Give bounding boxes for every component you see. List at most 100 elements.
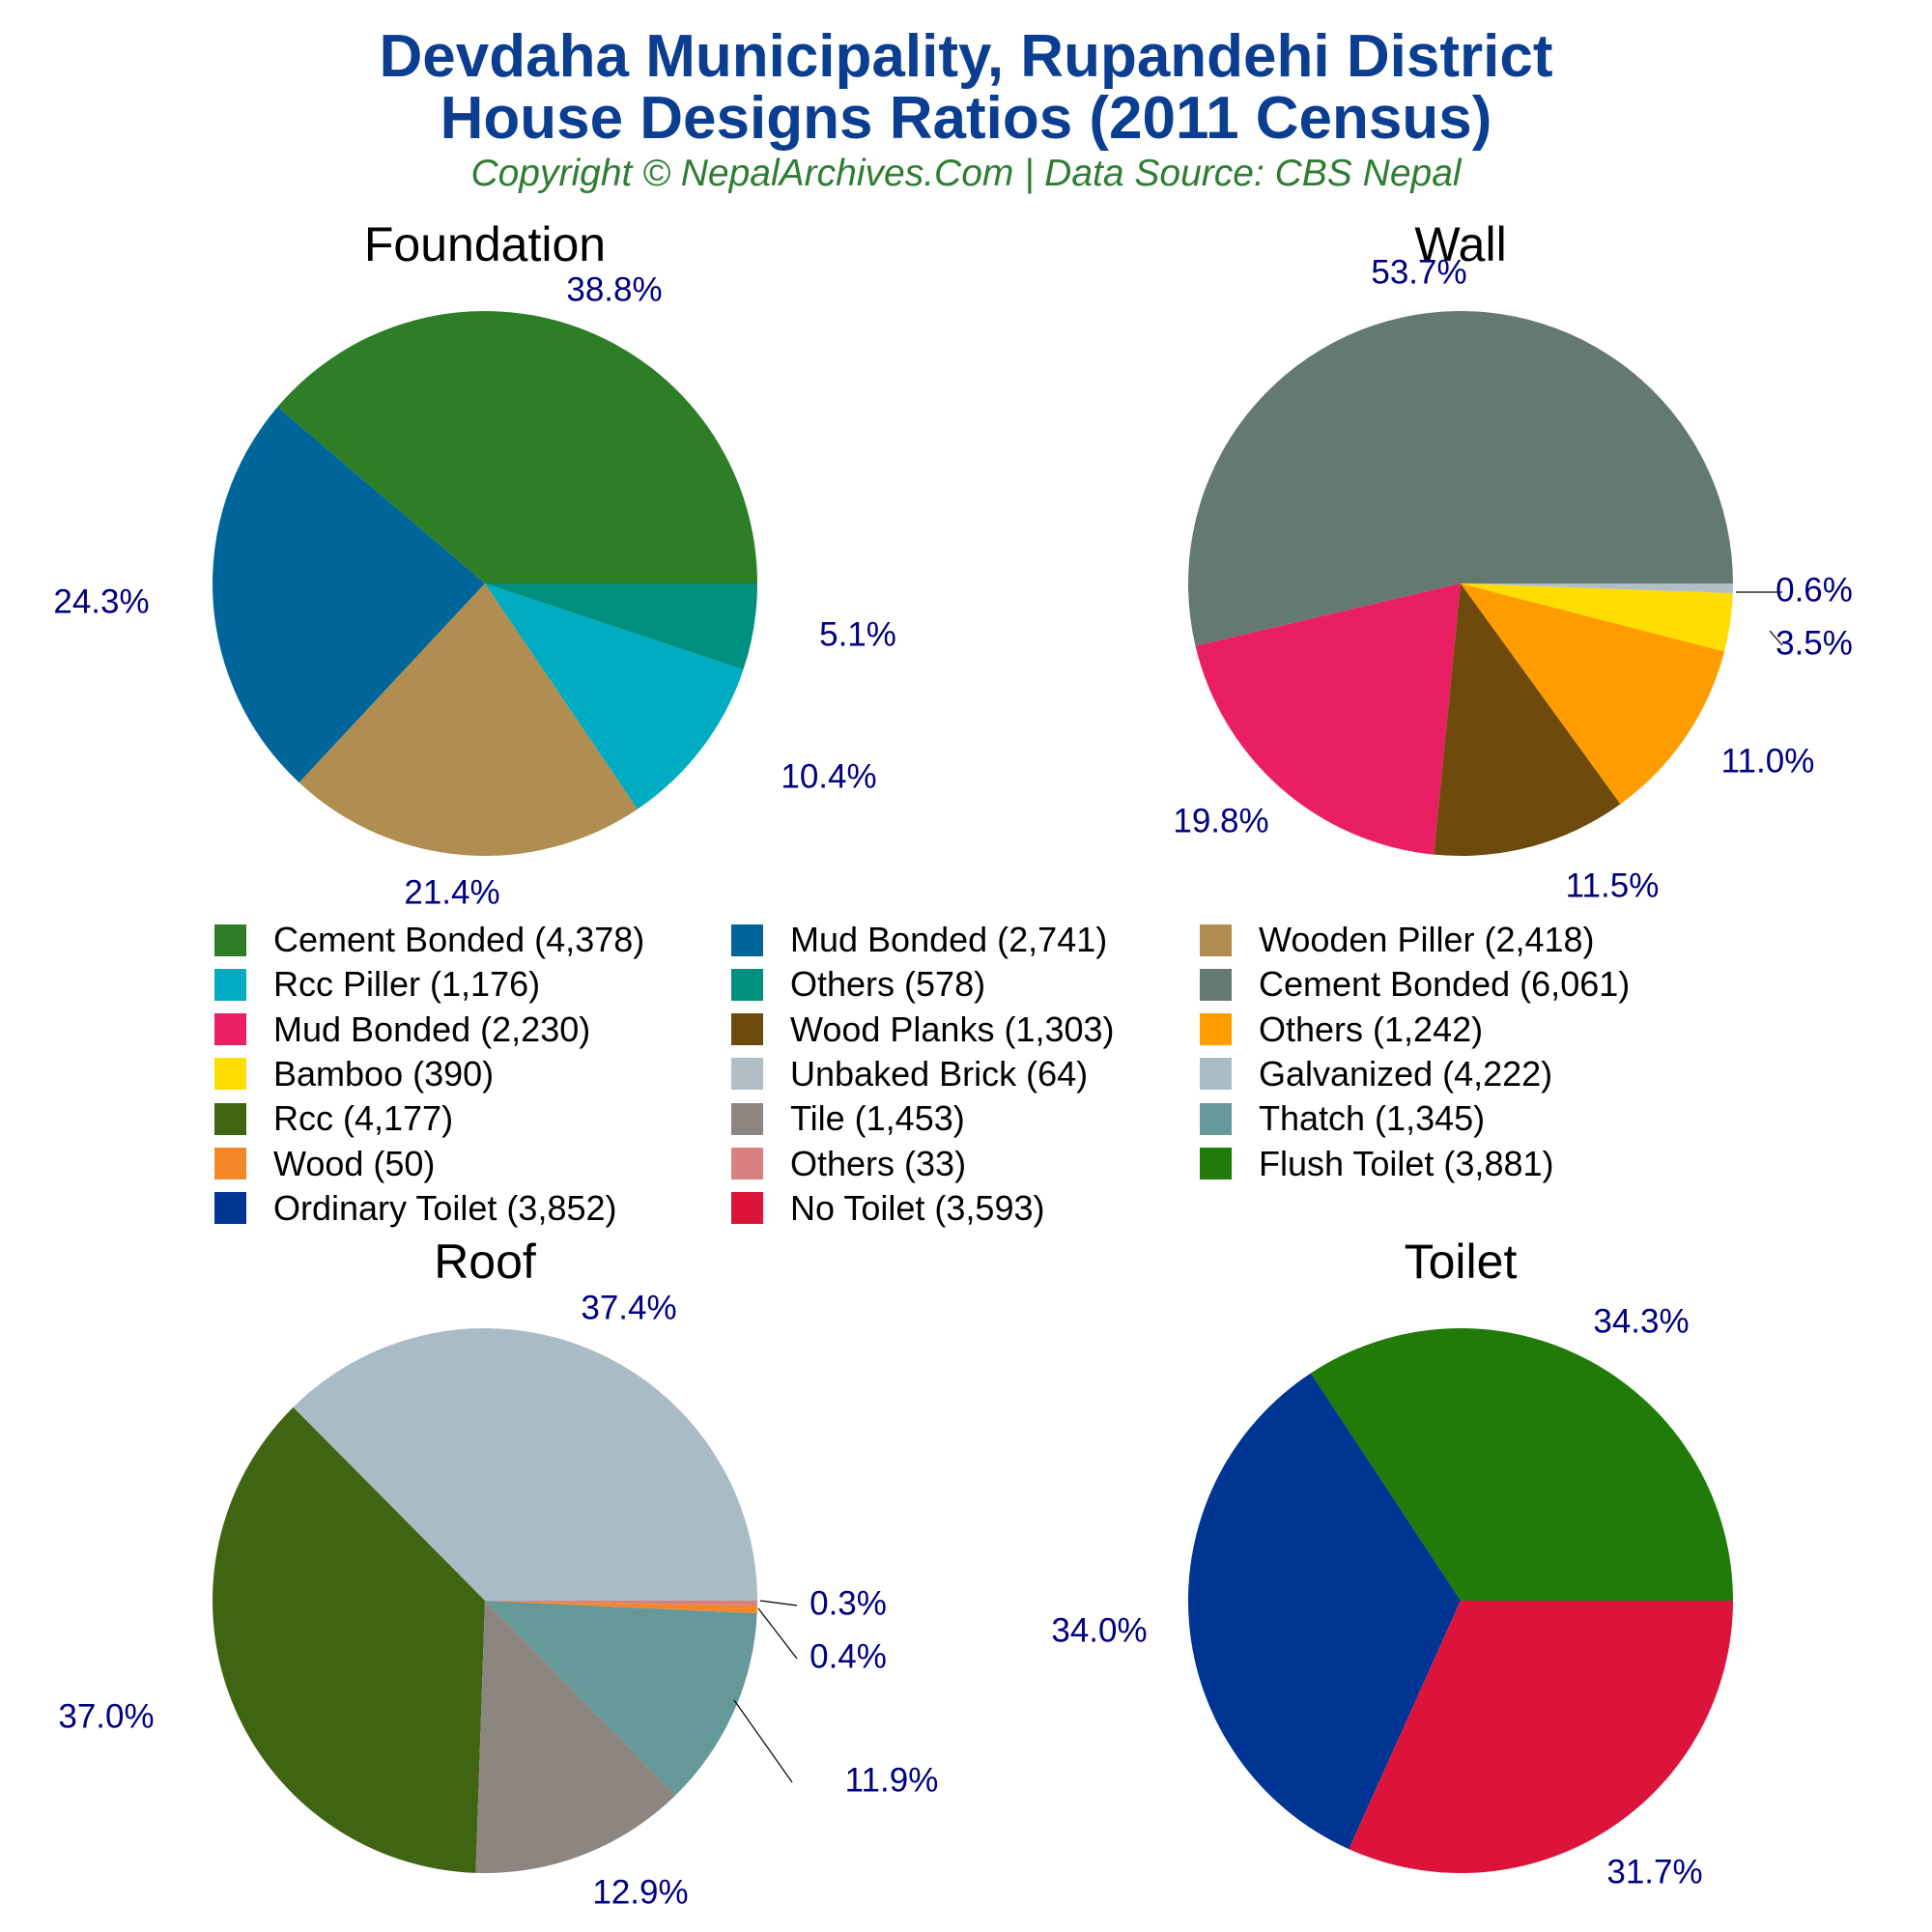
wall-slice-wood-planks (1434, 583, 1621, 856)
foundation-pct-label: 5.1% (819, 615, 896, 653)
legend-item: Wood Planks (1,303) (731, 1008, 1115, 1052)
legend-label: Flush Toilet (3,881) (1259, 1143, 1554, 1183)
legend-label: Rcc (4,177) (273, 1098, 454, 1139)
legend-swatch (214, 1058, 246, 1091)
legend-item: Mud Bonded (2,230) (214, 1008, 590, 1052)
wall-slice-bamboo (1461, 583, 1733, 652)
legend-label: Others (33) (790, 1143, 967, 1183)
wall-pct-label: 0.6% (1776, 571, 1853, 609)
legend-item: Cement Bonded (6,061) (1200, 962, 1630, 1007)
legend-label: Cement Bonded (4,378) (273, 920, 645, 959)
legend-swatch (214, 1148, 246, 1179)
foundation-slice-mud-bonded (213, 407, 485, 783)
legend-label: Others (578) (790, 964, 986, 1005)
legend-swatch (214, 1013, 246, 1046)
roof-slice-thatch (485, 1601, 757, 1796)
legend-item: Galvanized (4,222) (1200, 1052, 1552, 1096)
foundation-pie-title: Foundation (364, 217, 606, 271)
toilet-slice-ordinary-toilet (1187, 1373, 1461, 1850)
legend-swatch (1200, 968, 1232, 1001)
legend-swatch (731, 968, 763, 1001)
toilet-slice-no-toilet (1349, 1601, 1733, 1874)
foundation-slice-rcc-piller (485, 583, 744, 810)
chart-title-line-1: Devdaha Municipality, Rupandehi District (379, 23, 1553, 90)
legend-item: Bamboo (390) (214, 1052, 494, 1096)
wall-pct-label: 19.8% (1173, 802, 1268, 839)
legend-item: Others (33) (731, 1142, 966, 1186)
roof-pct-label: 0.3% (810, 1584, 887, 1622)
legend-item: Rcc Piller (1,176) (214, 962, 540, 1007)
legend-label: Wood Planks (1,303) (790, 1009, 1115, 1049)
legend-swatch (731, 1058, 763, 1091)
legend-label: Mud Bonded (2,230) (273, 1009, 591, 1049)
legend-label: Rcc Piller (1,176) (273, 964, 541, 1005)
roof-leader-line (757, 1607, 798, 1660)
chart-title-line-2: House Designs Ratios (2011 Census) (440, 85, 1492, 152)
toilet-pct-label: 34.3% (1593, 1302, 1689, 1340)
legend-item: Thatch (1,345) (1200, 1096, 1485, 1141)
roof-slice-galvanized (293, 1328, 757, 1601)
legend-label: Thatch (1,345) (1259, 1098, 1486, 1139)
legend-swatch (214, 1102, 246, 1135)
legend-swatch (1200, 923, 1232, 956)
wall-leader-line (1769, 630, 1783, 646)
legend-swatch (731, 1192, 763, 1225)
legend-label: Tile (1,453) (790, 1098, 965, 1139)
legend-item: Tile (1,453) (731, 1096, 965, 1141)
foundation-slice-others (485, 583, 757, 670)
roof-pie-title: Roof (434, 1235, 536, 1289)
wall-pie-title: Wall (1414, 217, 1506, 271)
legend-swatch (1200, 1058, 1232, 1091)
roof-slice-wood (485, 1601, 757, 1614)
legend-label: Ordinary Toilet (3,852) (273, 1187, 617, 1228)
wall-slice-cement-bonded (1188, 311, 1733, 646)
wall-pct-label: 11.0% (1721, 742, 1815, 780)
roof-pct-label: 12.9% (592, 1873, 688, 1911)
legend-label: Bamboo (390) (273, 1053, 495, 1094)
legend-item: Flush Toilet (3,881) (1200, 1142, 1554, 1186)
foundation-pct-label: 21.4% (404, 873, 499, 911)
foundation-pct-label: 38.8% (566, 270, 662, 308)
legend-label: Unbaked Brick (64) (790, 1053, 1089, 1094)
chart-subtitle: Copyright © NepalArchives.Com | Data Sou… (470, 153, 1462, 194)
roof-pct-label: 37.4% (581, 1289, 676, 1326)
roof-pct-label: 0.4% (810, 1637, 887, 1675)
legend: Cement Bonded (4,378) Mud Bonded (2,741) W… (214, 918, 1721, 1236)
legend-item: Others (578) (731, 962, 985, 1007)
legend-item: Mud Bonded (2,741) (731, 918, 1107, 962)
wall-pct-label: 3.5% (1776, 624, 1853, 662)
foundation-slice-wooden-piller (298, 583, 638, 856)
toilet-slice-flush-toilet (1310, 1327, 1733, 1601)
legend-item: Cement Bonded (4,378) (214, 918, 644, 962)
legend-label: Galvanized (4,222) (1259, 1053, 1553, 1094)
toilet-pct-label: 34.0% (1051, 1611, 1147, 1649)
legend-swatch (731, 1102, 763, 1135)
roof-slice-tile (475, 1601, 676, 1874)
roof-leader-line (733, 1699, 793, 1783)
roof-slice-rcc (213, 1406, 486, 1873)
legend-item: No Toilet (3,593) (731, 1186, 1044, 1231)
legend-swatch (214, 923, 246, 956)
toilet-pct-label: 31.7% (1606, 1853, 1702, 1890)
legend-swatch (731, 923, 763, 956)
toilet-pie-title: Toilet (1405, 1235, 1518, 1289)
wall-slice-others (1461, 583, 1725, 805)
legend-swatch (1200, 1013, 1232, 1046)
legend-item: Ordinary Toilet (3,852) (214, 1186, 617, 1231)
roof-slice-others (485, 1601, 757, 1606)
roof-pct-label: 11.9% (845, 1761, 939, 1799)
legend-label: Mud Bonded (2,741) (790, 920, 1108, 959)
toilet-pie: Toilet 34.3% 34.0% 31.7% (1051, 1235, 1733, 1890)
legend-label: Others (1,242) (1259, 1009, 1484, 1049)
legend-label: Cement Bonded (6,061) (1259, 964, 1631, 1005)
wall-slice-mud-bonded (1195, 583, 1461, 855)
legend-item: Wooden Piller (2,418) (1200, 918, 1595, 962)
legend-item: Unbaked Brick (64) (731, 1052, 1088, 1096)
legend-swatch (731, 1013, 763, 1046)
legend-swatch (214, 968, 246, 1001)
foundation-pct-label: 10.4% (781, 757, 876, 795)
wall-pct-label: 11.5% (1566, 867, 1660, 904)
